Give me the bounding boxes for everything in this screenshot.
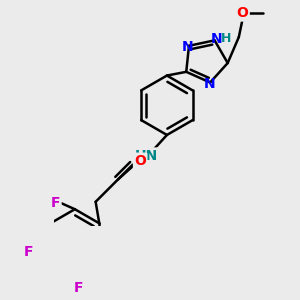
Text: HN: HN <box>134 149 158 163</box>
Text: N: N <box>210 32 222 46</box>
Text: O: O <box>237 6 248 20</box>
Text: F: F <box>51 196 60 210</box>
Text: N: N <box>204 77 215 91</box>
Text: H: H <box>221 32 232 45</box>
Text: N: N <box>182 40 193 53</box>
Text: F: F <box>74 281 83 295</box>
Text: O: O <box>134 154 146 168</box>
Text: F: F <box>23 244 33 259</box>
